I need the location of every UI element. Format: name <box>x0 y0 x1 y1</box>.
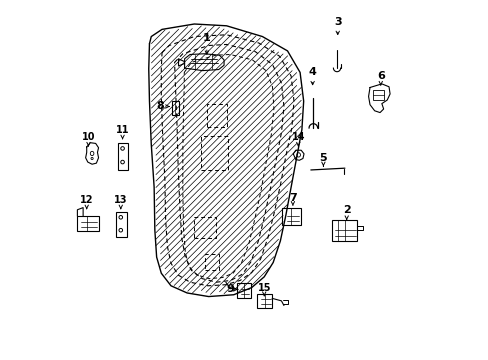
Text: 14: 14 <box>291 132 305 142</box>
Bar <box>172 101 179 115</box>
Text: 3: 3 <box>333 17 341 27</box>
Text: 4: 4 <box>308 67 316 77</box>
Bar <box>204 254 219 270</box>
Text: 7: 7 <box>288 193 296 203</box>
Bar <box>237 283 250 298</box>
Text: 13: 13 <box>114 195 127 205</box>
Text: 15: 15 <box>257 283 270 293</box>
Text: 9: 9 <box>226 284 234 294</box>
Bar <box>282 208 300 225</box>
Bar <box>194 217 215 238</box>
Text: 2: 2 <box>342 206 350 216</box>
Text: 11: 11 <box>116 125 129 135</box>
Text: 1: 1 <box>203 33 210 43</box>
Bar <box>201 136 228 170</box>
Text: 6: 6 <box>376 71 384 81</box>
Text: 5: 5 <box>319 153 326 163</box>
Bar <box>116 212 126 237</box>
Text: 8: 8 <box>156 102 164 112</box>
Bar <box>257 294 271 308</box>
Bar <box>331 220 357 241</box>
Bar <box>206 104 226 127</box>
Bar <box>77 216 99 231</box>
Bar <box>372 90 384 100</box>
Text: 12: 12 <box>80 195 93 205</box>
Text: 10: 10 <box>81 132 95 142</box>
Bar <box>117 143 128 170</box>
